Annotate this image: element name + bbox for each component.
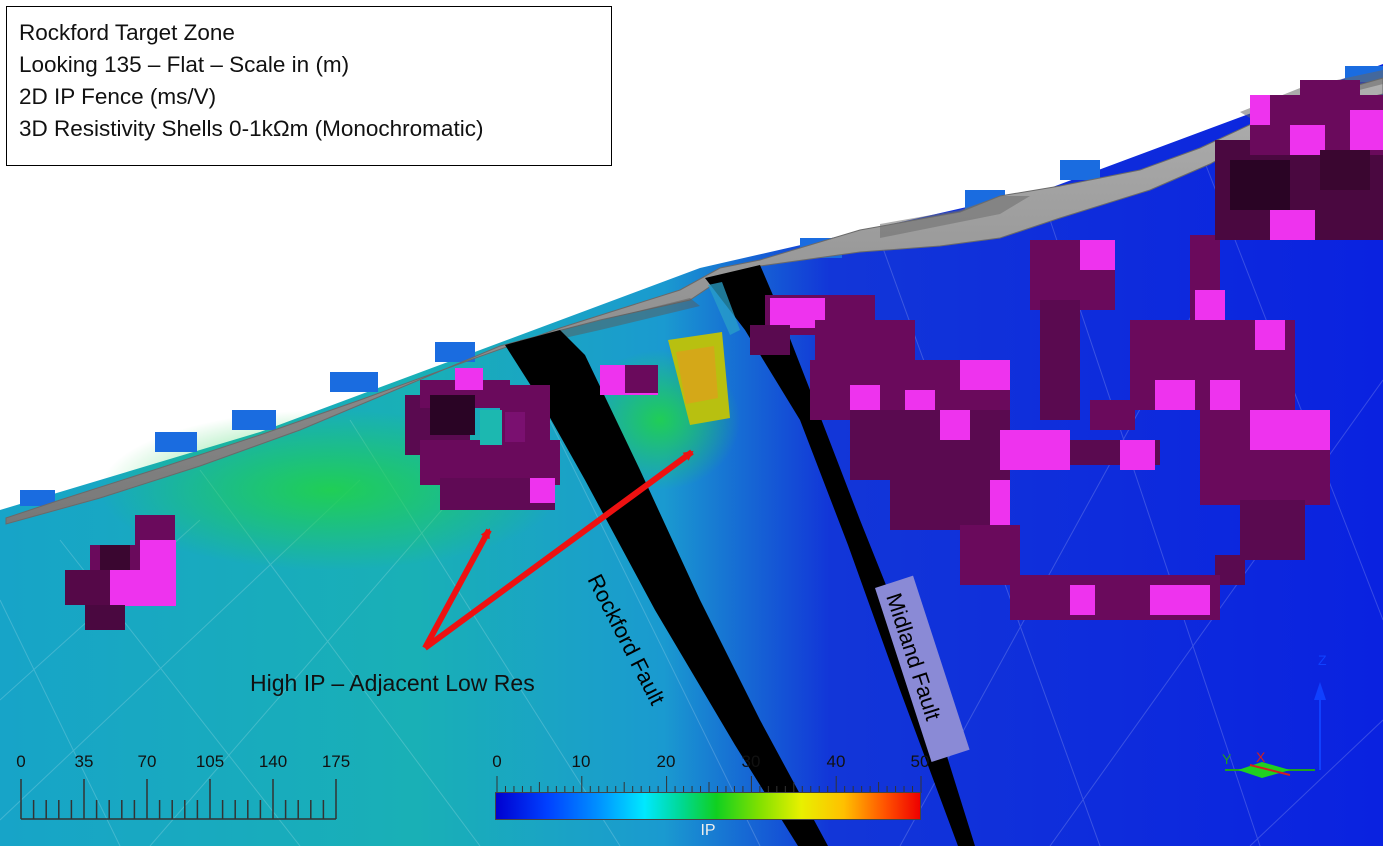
fault-highlight [708,282,740,335]
info-box: Rockford Target Zone Looking 135 – Flat … [6,6,612,166]
axis-x-label: X [1256,749,1266,765]
colorbar-gradient [495,792,921,820]
axis-y-label: Y [1222,751,1232,767]
scale-tick-label: 70 [137,752,157,771]
rockford-fault-plane [505,330,828,846]
annotation-arrow-anomaly [423,449,694,651]
high-ip-core [676,346,718,404]
scale-tick-label: 175 [321,752,351,771]
shells-line: 3D Resistivity Shells 0-1kΩm (Monochroma… [19,116,484,141]
surface-shadow-2 [880,196,1030,238]
view-line: Looking 135 – Flat – Scale in (m) [19,52,350,77]
axis-z-label: Z [1318,652,1327,668]
fence-line: 2D IP Fence (ms/V) [19,84,217,109]
axis-triad: Z Y X [1222,652,1327,778]
colorbar-ruler [496,776,922,793]
scale-tick-label: 0 [16,752,26,771]
resistivity-shell-top-right [1215,80,1383,240]
colorbar-tick-label: 30 [741,752,761,771]
scale-tick-label: 105 [195,752,225,771]
colorbar-tick-label: 40 [826,752,846,771]
resistivity-shell-left [65,515,176,630]
colorbar-label: IP [700,822,716,839]
resistivity-shell-ring [405,365,658,510]
midland-fault-plane [705,265,975,846]
scale-tick-label: 35 [74,752,94,771]
scale-tick-label: 140 [258,752,288,771]
colorbar-tick-label: 10 [571,752,591,771]
colorbar-tick-label: 50 [910,752,930,771]
title-line: Rockford Target Zone [19,20,235,45]
colorbar-tick-label: 20 [656,752,676,771]
resistivity-shell-right [750,235,1330,620]
scale-bar-graphic [20,779,337,820]
high-ip-annotation: High IP – Adjacent Low Res [250,670,535,696]
colorbar-tick-label: 0 [492,752,502,771]
annotation-arrow-ring [422,528,492,650]
